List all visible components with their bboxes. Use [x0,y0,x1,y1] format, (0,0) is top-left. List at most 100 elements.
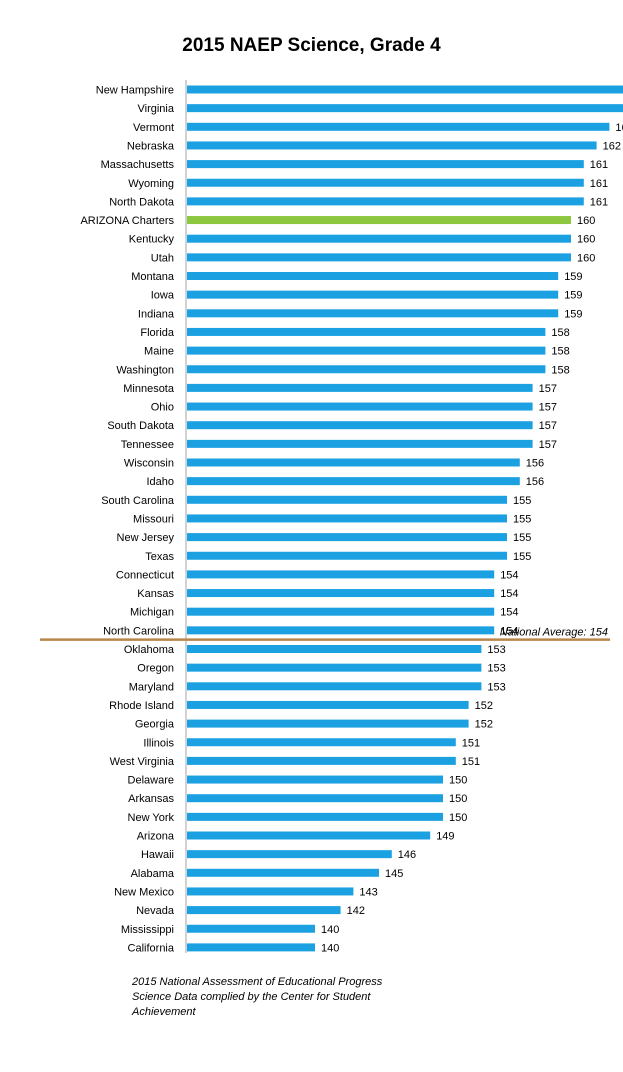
bar [187,104,623,113]
data-label: 162 [603,140,621,152]
bar [187,197,584,206]
bar [187,589,495,598]
data-label: 154 [500,588,518,600]
category-label: Idaho [146,476,174,488]
bar [187,178,584,187]
bar [187,887,354,896]
category-label: Minnesota [123,383,175,395]
bar [187,812,443,821]
bar [187,607,495,616]
category-label: Wisconsin [124,458,174,470]
category-label: Massachusetts [101,159,175,171]
category-label: Oklahoma [124,644,175,656]
category-label: Rhode Island [109,700,174,712]
data-label: 163 [615,122,623,134]
category-label: South Dakota [107,420,175,432]
data-label: 160 [577,252,595,264]
bar [187,458,520,467]
category-label: New Mexico [114,886,174,898]
data-label: 153 [487,644,505,656]
data-label: 150 [449,812,467,824]
category-label: Connecticut [116,569,174,581]
bar [187,645,482,653]
bar [187,327,546,336]
bar [187,533,507,542]
category-label: Indiana [138,308,175,320]
bar [187,850,392,859]
bar [187,700,469,709]
bar [187,439,533,448]
category-label: Nebraska [127,140,175,152]
category-label: Tennessee [121,439,174,451]
data-label: 151 [462,756,480,768]
bar [187,253,571,262]
bar [187,682,482,691]
bar [187,477,520,486]
bar [187,346,546,355]
data-label: 151 [462,737,480,749]
data-label: 158 [551,327,569,339]
data-label: 157 [539,402,557,414]
category-label: Hawaii [141,849,174,861]
category-label: California [128,942,175,954]
bar [187,514,507,523]
data-label: 161 [590,159,608,171]
data-label: 156 [526,476,544,488]
category-label: Nevada [136,905,175,917]
data-label: 160 [577,234,595,246]
category-label: Delaware [128,775,174,787]
data-label: 145 [385,868,403,880]
category-label: Wyoming [128,178,174,190]
bar [187,309,559,318]
category-label: Oregon [137,663,174,675]
chart-title: 2015 NAEP Science, Grade 4 [182,35,441,56]
bar [187,383,533,392]
category-label: Iowa [151,290,175,302]
category-label: Maine [144,346,174,358]
data-label: 154 [500,625,518,637]
bar [187,775,443,784]
bar [187,272,559,280]
category-label: Arkansas [128,793,174,805]
data-label: 149 [436,831,454,843]
bar [187,421,533,430]
bar [187,122,610,131]
category-label: Montana [131,271,175,283]
data-label: 158 [551,364,569,376]
data-label: 143 [359,886,377,898]
category-label: Florida [140,327,175,339]
data-label: 154 [500,569,518,581]
category-label: Alabama [131,868,175,880]
category-label: North Dakota [109,196,175,208]
category-label: Texas [145,551,174,563]
source-note: 2015 National Assessment of Educational … [132,976,383,1018]
category-label: Georgia [135,719,175,731]
data-label: 161 [590,178,608,190]
bar [187,794,443,803]
data-label: 152 [475,719,493,731]
bar [187,234,571,243]
category-label: Kentucky [129,234,175,246]
data-label: 152 [475,700,493,712]
category-label: New Jersey [117,532,175,544]
bar [187,85,623,94]
data-label: 159 [564,308,582,320]
category-label: ARIZONA Charters [80,215,174,227]
category-label: West Virginia [110,756,175,768]
bar [187,551,507,560]
bar [187,365,546,374]
data-label: 160 [577,215,595,227]
bar [187,141,597,150]
data-label: 156 [526,458,544,470]
category-label: New Hampshire [96,85,174,97]
category-label: Michigan [130,607,174,619]
data-label: 153 [487,681,505,693]
bar [187,756,456,765]
category-label: Missouri [133,513,174,525]
data-label: 157 [539,420,557,432]
category-label: Virginia [138,103,175,115]
bar [187,719,469,728]
bar [187,290,559,299]
category-label: North Carolina [103,625,175,637]
category-label: Arizona [137,831,175,843]
